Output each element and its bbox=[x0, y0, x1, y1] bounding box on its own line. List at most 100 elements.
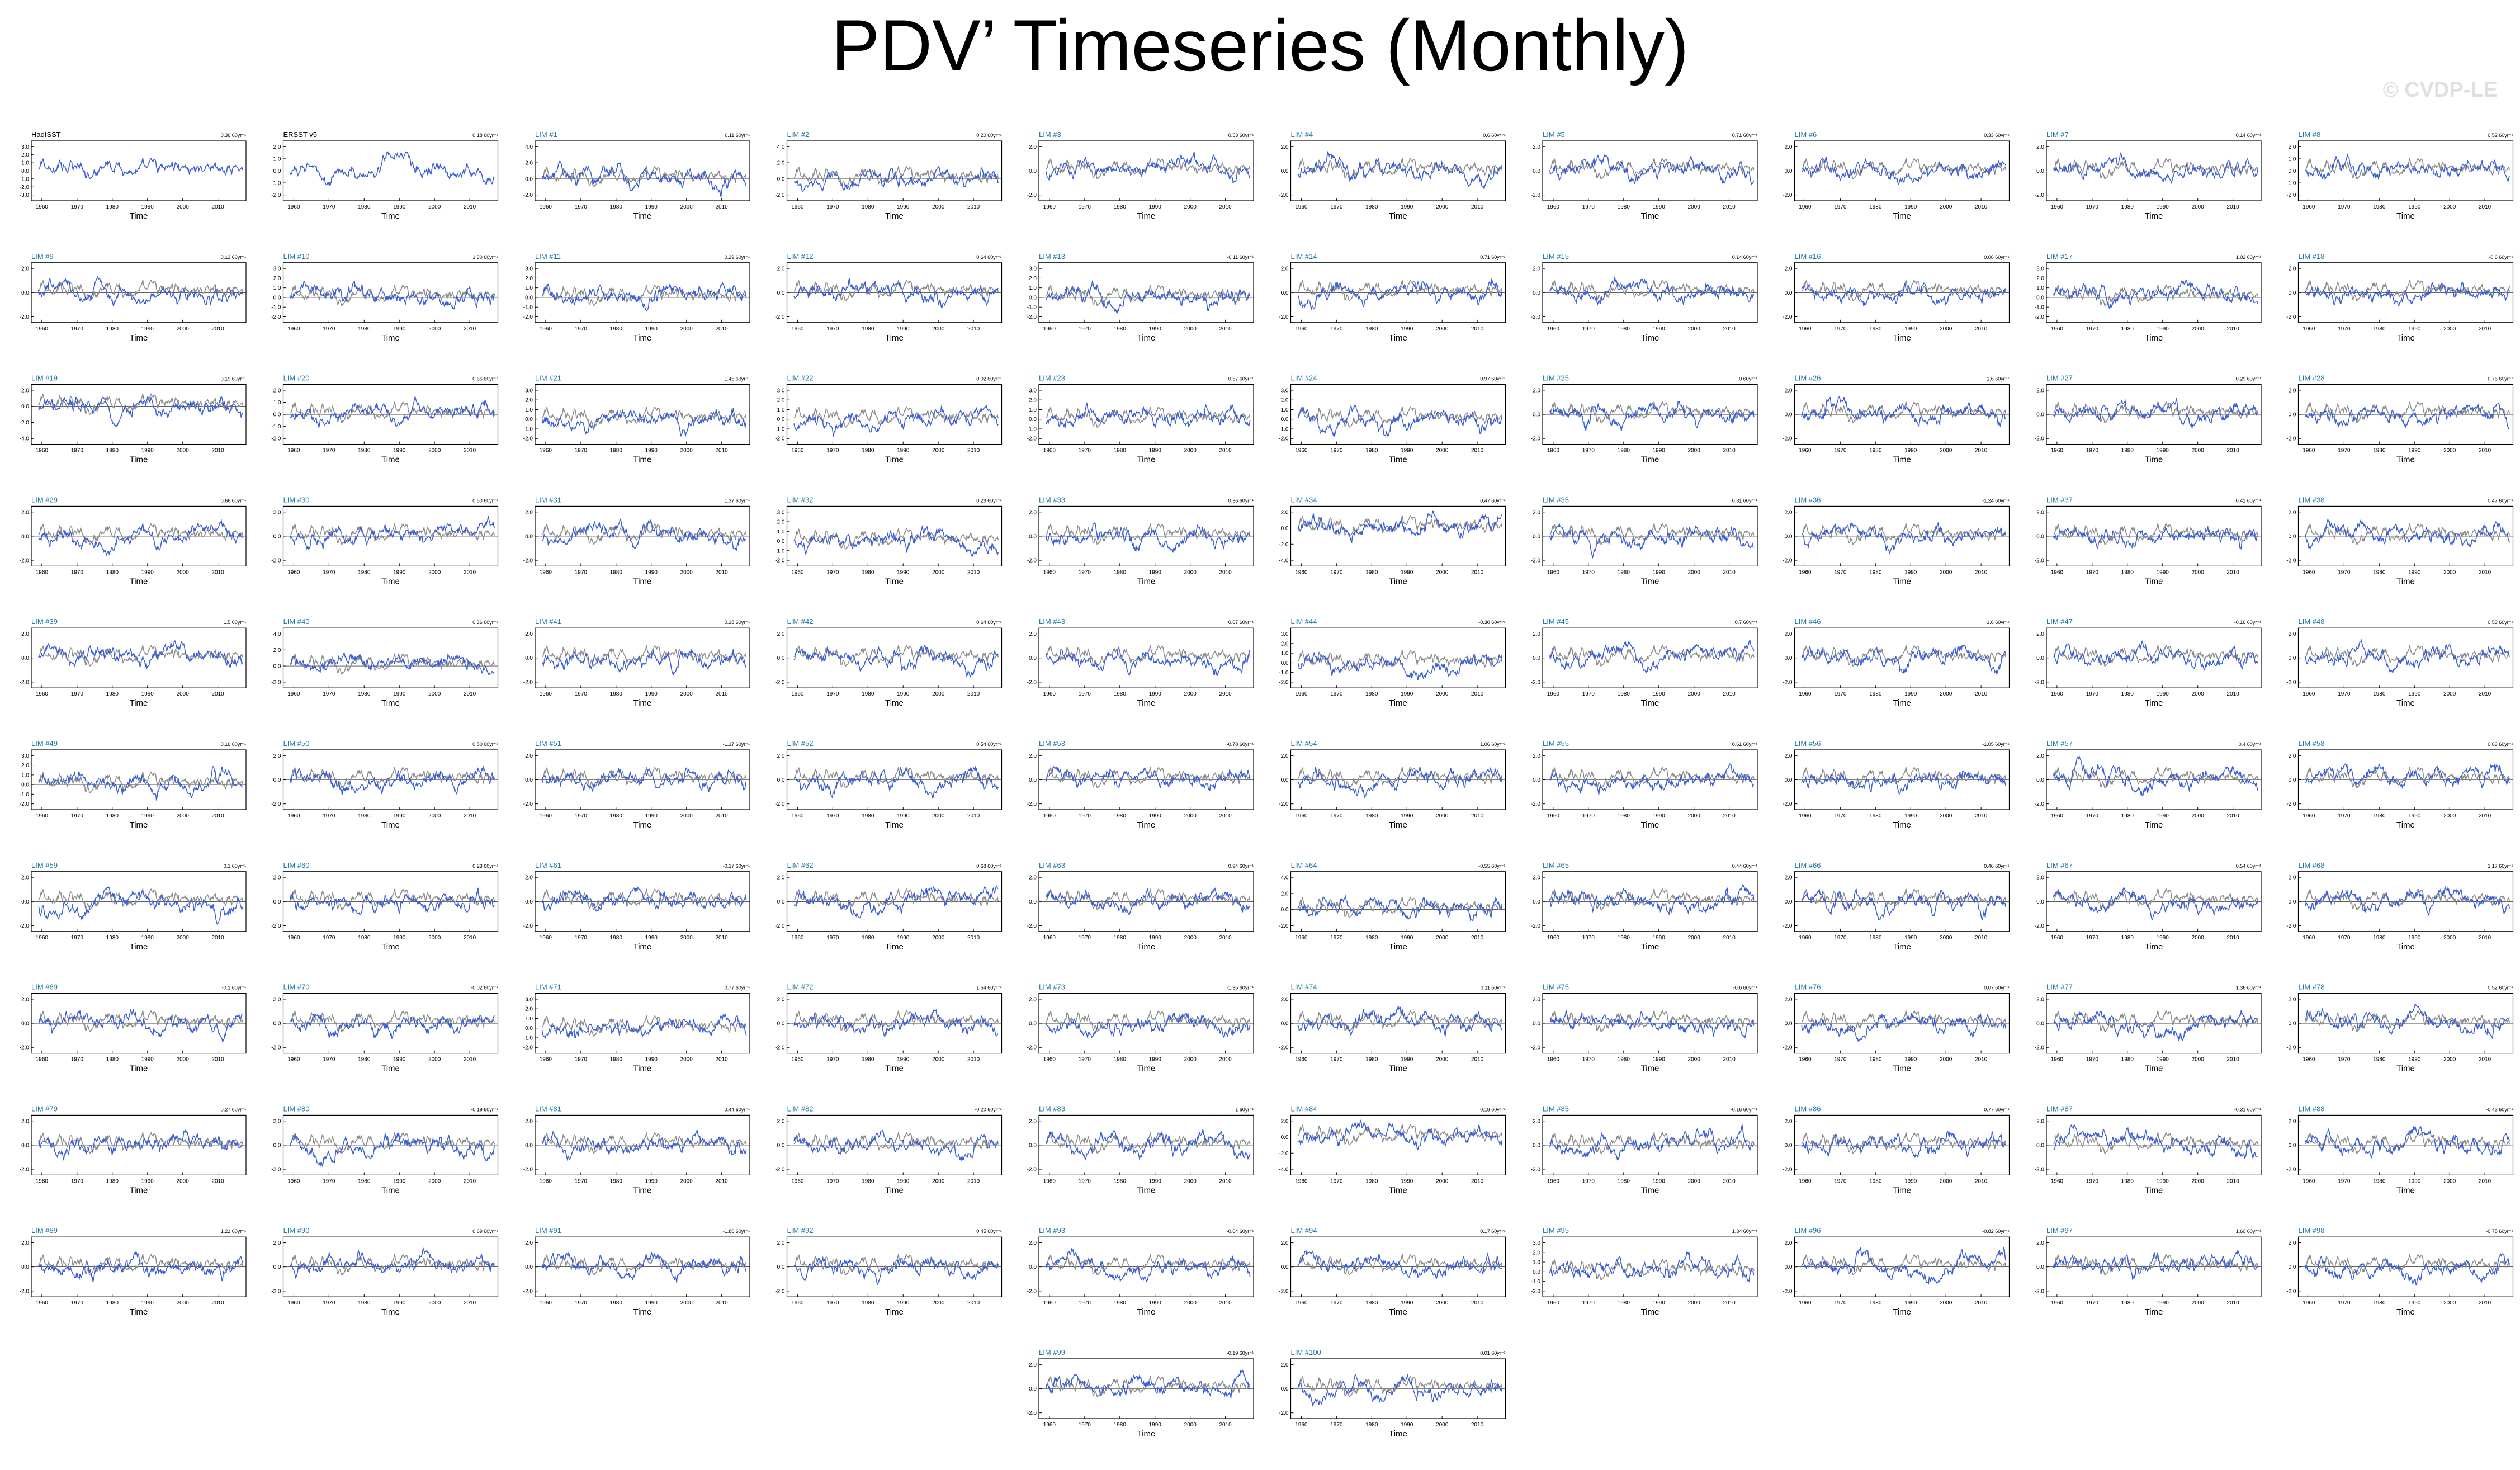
member-series-line bbox=[1045, 765, 1251, 791]
member-series-line bbox=[290, 1132, 495, 1168]
panel-label: LIM #46 bbox=[1795, 617, 1821, 626]
x-tick-label: 2000 bbox=[1436, 1422, 1449, 1428]
y-tick-label: -1.0 bbox=[523, 426, 533, 432]
x-tick-label: 1980 bbox=[1114, 1300, 1127, 1306]
x-tick-label: 2000 bbox=[1940, 813, 1952, 819]
x-tick-label: 2000 bbox=[428, 691, 441, 697]
trend-label: -1.05 60yr⁻¹ bbox=[1982, 741, 2009, 747]
y-tick-label: 2.0 bbox=[777, 996, 785, 1003]
y-tick-label: 1.0 bbox=[21, 160, 29, 167]
x-tick-label: 1990 bbox=[1904, 935, 1917, 941]
x-tick-label: 2000 bbox=[932, 1057, 945, 1063]
member-series-line bbox=[541, 1013, 747, 1039]
x-tick-label: 1980 bbox=[610, 204, 623, 210]
x-tick-label: 1980 bbox=[2373, 813, 2386, 819]
x-tick-label: 1960 bbox=[1295, 204, 1308, 210]
y-tick-label: 0.0 bbox=[1029, 899, 1037, 905]
x-tick-label: 2010 bbox=[716, 935, 729, 941]
y-tick-label: -2.0 bbox=[2286, 558, 2296, 564]
x-tick-label: 1980 bbox=[1618, 569, 1630, 575]
x-tick-label: 1970 bbox=[71, 204, 84, 210]
x-axis-label: Time bbox=[2396, 1064, 2415, 1074]
y-tick-label: -2.0 bbox=[1783, 1288, 1793, 1294]
x-tick-label: 2000 bbox=[932, 204, 945, 210]
x-tick-label: 2000 bbox=[1436, 204, 1449, 210]
member-series-line bbox=[37, 1129, 243, 1161]
plot-frame bbox=[786, 140, 1003, 201]
y-tick-label: -2.0 bbox=[1783, 314, 1793, 320]
x-axis-label: Time bbox=[130, 1064, 148, 1074]
y-tick-label: 2.0 bbox=[1029, 276, 1037, 282]
y-tick-label: 2.0 bbox=[1785, 144, 1793, 150]
y-tick-label: -2.0 bbox=[2035, 314, 2045, 320]
y-tick-label: 2.0 bbox=[21, 152, 29, 158]
x-tick-label: 2000 bbox=[1688, 1057, 1701, 1063]
x-tick-label: 2000 bbox=[1184, 1300, 1197, 1306]
observed-series-line bbox=[1046, 1375, 1251, 1397]
x-tick-label: 1990 bbox=[645, 1300, 658, 1306]
x-tick-label: 1990 bbox=[2157, 813, 2169, 819]
x-tick-label: 1970 bbox=[575, 1057, 588, 1063]
y-tick-label: 2.0 bbox=[21, 996, 29, 1003]
x-tick-label: 2010 bbox=[2479, 813, 2491, 819]
observed-series-line bbox=[1801, 766, 2006, 788]
trend-label: 0.44 60yr⁻¹ bbox=[725, 1107, 750, 1112]
y-tick-label: 2.0 bbox=[777, 631, 785, 637]
observed-series-line bbox=[290, 1254, 495, 1275]
y-tick-label: 0.0 bbox=[2036, 1142, 2044, 1148]
x-tick-label: 1960 bbox=[791, 204, 804, 210]
x-tick-label: 1970 bbox=[1079, 935, 1091, 941]
x-tick-label: 2010 bbox=[2227, 1057, 2240, 1063]
x-tick-label: 2010 bbox=[2479, 326, 2491, 332]
x-tick-label: 1960 bbox=[540, 813, 552, 819]
x-tick-label: 1970 bbox=[2338, 448, 2351, 454]
y-tick-label: -1.0 bbox=[1279, 426, 1289, 432]
x-tick-label: 2000 bbox=[932, 813, 945, 819]
x-tick-label: 2010 bbox=[2227, 569, 2240, 575]
trend-label: 1.06 60yr⁻¹ bbox=[1480, 741, 1505, 747]
member-series-line bbox=[38, 640, 243, 670]
x-axis-label: Time bbox=[1389, 333, 1407, 343]
y-tick-label: -2.0 bbox=[1783, 679, 1793, 686]
trend-label: 0.53 60yr⁻¹ bbox=[2488, 620, 2513, 625]
y-tick-label: 0.0 bbox=[2036, 655, 2044, 661]
y-tick-label: 2.0 bbox=[1281, 1240, 1289, 1246]
x-tick-label: 1970 bbox=[1834, 1300, 1847, 1306]
x-tick-label: 1970 bbox=[323, 1057, 335, 1063]
x-tick-label: 2010 bbox=[967, 1057, 980, 1063]
member-series-line bbox=[2305, 1003, 2510, 1040]
x-tick-label: 1960 bbox=[540, 326, 552, 332]
y-tick-label: 0.0 bbox=[1029, 1386, 1037, 1392]
trend-label: -0.31 60yr⁻¹ bbox=[2234, 1107, 2261, 1112]
x-axis-label: Time bbox=[2396, 455, 2415, 465]
x-tick-label: 1970 bbox=[2338, 813, 2351, 819]
x-tick-label: 2010 bbox=[1723, 935, 1736, 941]
x-tick-label: 1970 bbox=[1330, 204, 1343, 210]
x-tick-label: 1980 bbox=[358, 448, 371, 454]
x-axis-label: Time bbox=[1389, 576, 1407, 586]
x-tick-label: 1990 bbox=[2408, 1300, 2421, 1306]
member-series-line bbox=[2053, 640, 2258, 671]
y-tick-label: 0.0 bbox=[777, 538, 785, 545]
x-tick-label: 1960 bbox=[287, 1178, 300, 1184]
trend-label: -0.19 60yr⁻¹ bbox=[1227, 1350, 1254, 1356]
x-tick-label: 1990 bbox=[2408, 935, 2421, 941]
trend-label: 0.02 60yr⁻¹ bbox=[976, 376, 1001, 382]
x-tick-label: 2000 bbox=[2192, 326, 2205, 332]
x-tick-label: 2010 bbox=[1975, 691, 1988, 697]
y-tick-label: -2.0 bbox=[1783, 923, 1793, 929]
observed-series-line bbox=[1046, 888, 1251, 910]
member-series-line bbox=[793, 166, 999, 193]
x-tick-label: 1970 bbox=[575, 813, 588, 819]
x-tick-label: 2010 bbox=[1471, 1422, 1484, 1428]
x-tick-label: 1980 bbox=[1618, 448, 1630, 454]
x-tick-label: 1970 bbox=[2338, 1300, 2351, 1306]
x-axis-label: Time bbox=[1893, 211, 1911, 221]
